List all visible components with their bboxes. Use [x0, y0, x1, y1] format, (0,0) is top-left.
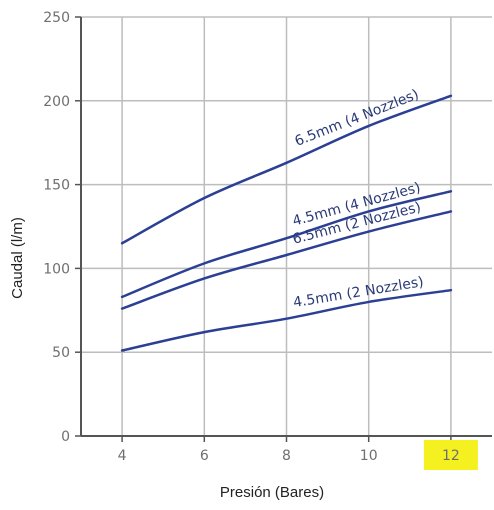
y-tick-label-250: 250 — [43, 10, 70, 26]
x-tick-label-8: 8 — [282, 448, 291, 464]
series-label-1: 6.5mm (4 Nozzles) — [293, 87, 422, 150]
x-tick-label-12: 12 — [442, 448, 460, 464]
series-line-3 — [120, 210, 453, 310]
x-tick-label-6: 6 — [200, 448, 209, 464]
y-tick-label-0: 0 — [61, 429, 70, 445]
axes: 0 50 100 150 200 250 4 6 8 10 12 — [43, 10, 492, 470]
x-tick-highlight — [423, 440, 478, 470]
series-line-1 — [120, 94, 453, 245]
x-tick-label-10: 10 — [360, 448, 378, 464]
y-tick-label-50: 50 — [52, 345, 70, 361]
y-tick-label-200: 200 — [43, 94, 70, 110]
x-axis-title: Presión (Bares) — [220, 484, 324, 501]
y-tick-label-150: 150 — [43, 178, 70, 194]
grid — [81, 16, 492, 436]
y-axis-title: Caudal (l/m) — [9, 217, 26, 299]
series-labels: 6.5mm (4 Nozzles)4.5mm (4 Nozzles)6.5mm … — [291, 87, 425, 311]
series-lines — [120, 94, 453, 352]
series-line-4 — [120, 288, 453, 352]
y-tick-label-100: 100 — [43, 261, 70, 277]
x-tick-label-4: 4 — [118, 448, 127, 464]
series-label-4: 4.5mm (2 Nozzles) — [292, 274, 425, 311]
series-line-2 — [120, 190, 453, 299]
